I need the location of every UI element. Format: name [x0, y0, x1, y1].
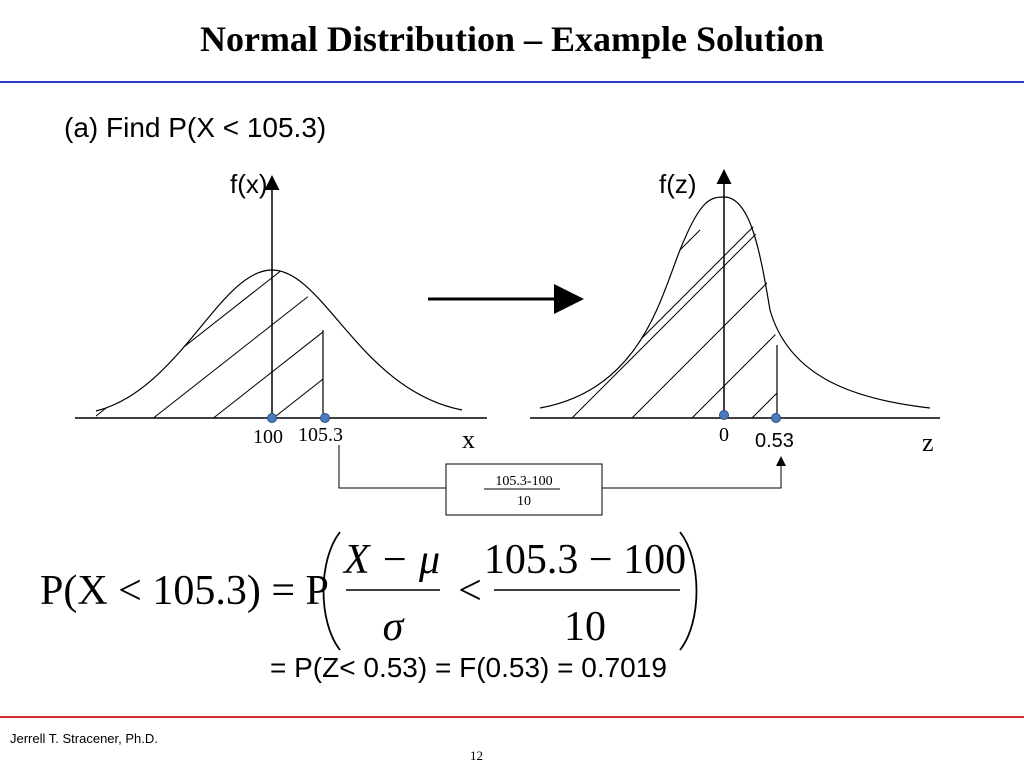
subtitle: (a) Find P(X < 105.3) [64, 112, 327, 143]
left-plot: f(x) x 100 105.3 [75, 169, 487, 454]
left-tick-mean: 100 [253, 426, 283, 448]
left-xlabel: x [462, 425, 475, 454]
right-plot: f(z) z 0 0.53 [530, 169, 940, 457]
left-point-bound [320, 413, 330, 423]
equation-lhs: P(X < 105.3) = P [40, 568, 329, 614]
footer-divider [0, 716, 1024, 718]
transform-denominator: 10 [517, 494, 531, 509]
left-ylabel: f(x) [230, 169, 268, 199]
right-xlabel: z [922, 428, 934, 457]
connector-right [602, 456, 786, 489]
frac1-numerator: X − μ [342, 537, 440, 583]
less-than: < [458, 568, 482, 614]
frac1-denominator: σ [383, 604, 406, 650]
title-divider [0, 81, 1024, 83]
page-number: 12 [470, 748, 483, 763]
right-paren [679, 531, 698, 651]
left-normal-curve [95, 269, 463, 412]
right-tick-bound: 0.53 [755, 430, 794, 452]
left-paren [322, 531, 341, 651]
transform-box-group: 105.3-100 10 [338, 445, 786, 516]
equation: P(X < 105.3) = P X − μ σ < 105.3 − 100 1… [40, 531, 698, 651]
right-shaded-area [540, 197, 777, 418]
right-normal-curve [539, 196, 931, 409]
frac2-numerator: 105.3 − 100 [484, 537, 686, 583]
right-tick-zero: 0 [719, 424, 729, 446]
frac2-denominator: 10 [564, 604, 606, 650]
left-tick-bound: 105.3 [298, 424, 343, 446]
right-point-bound [771, 413, 781, 423]
connector-left [338, 445, 446, 489]
transform-numerator: 105.3-100 [495, 474, 552, 489]
right-point-zero [719, 410, 729, 420]
slide-title: Normal Distribution – Example Solution [199, 19, 825, 59]
footer-author: Jerrell T. Stracener, Ph.D. [10, 731, 158, 746]
result-line: = P(Z< 0.53) = F(0.53) = 0.7019 [270, 652, 667, 683]
right-ylabel: f(z) [659, 169, 697, 199]
left-point-mean [267, 413, 277, 423]
